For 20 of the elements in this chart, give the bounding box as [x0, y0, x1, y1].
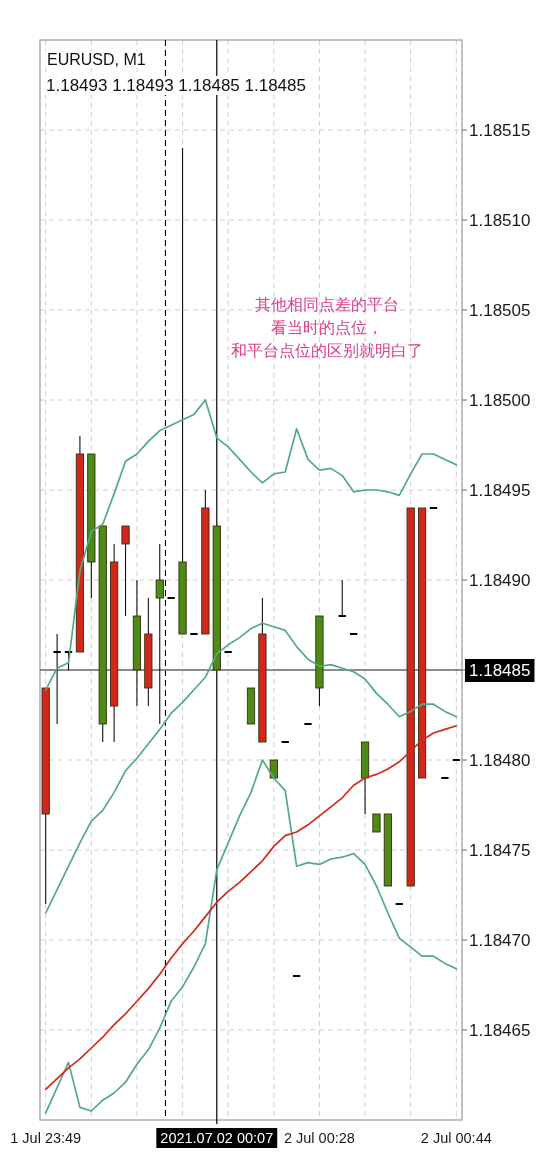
annotation: 和平台点位的区别就明白了 — [230, 342, 423, 359]
x-tick: 2021.07.02 00:07 — [156, 1128, 278, 1148]
annotation: 其他相同点差的平台 — [254, 296, 399, 313]
y-tick-label: 1.18480 — [469, 751, 531, 770]
text: EURUSD, M1 — [47, 51, 146, 68]
y-tick-label: 1.18470 — [469, 931, 531, 950]
y-tick-label: 1.18495 — [469, 481, 531, 500]
text: 1.18493 1.18493 1.18485 1.18485 — [46, 76, 306, 95]
x-tick: 2 Jul 00:44 — [420, 1130, 492, 1146]
y-tick-label: 1.18465 — [469, 1021, 531, 1040]
y-tick-label: 1.18510 — [469, 211, 531, 230]
y-tick-label: 1.18505 — [469, 301, 531, 320]
y-tick-label: 1.18490 — [469, 571, 531, 590]
annotation: 看当时的点位， — [270, 319, 383, 336]
y-tick-label: 1.18515 — [469, 121, 531, 140]
x-tick: 1 Jul 23:49 — [10, 1130, 82, 1146]
y-tick-label: 1.18500 — [469, 391, 531, 410]
y-tick-label: 1.18475 — [469, 841, 531, 860]
x-tick: 2 Jul 00:28 — [283, 1130, 355, 1146]
ref-label: 1.18485 — [465, 659, 535, 682]
